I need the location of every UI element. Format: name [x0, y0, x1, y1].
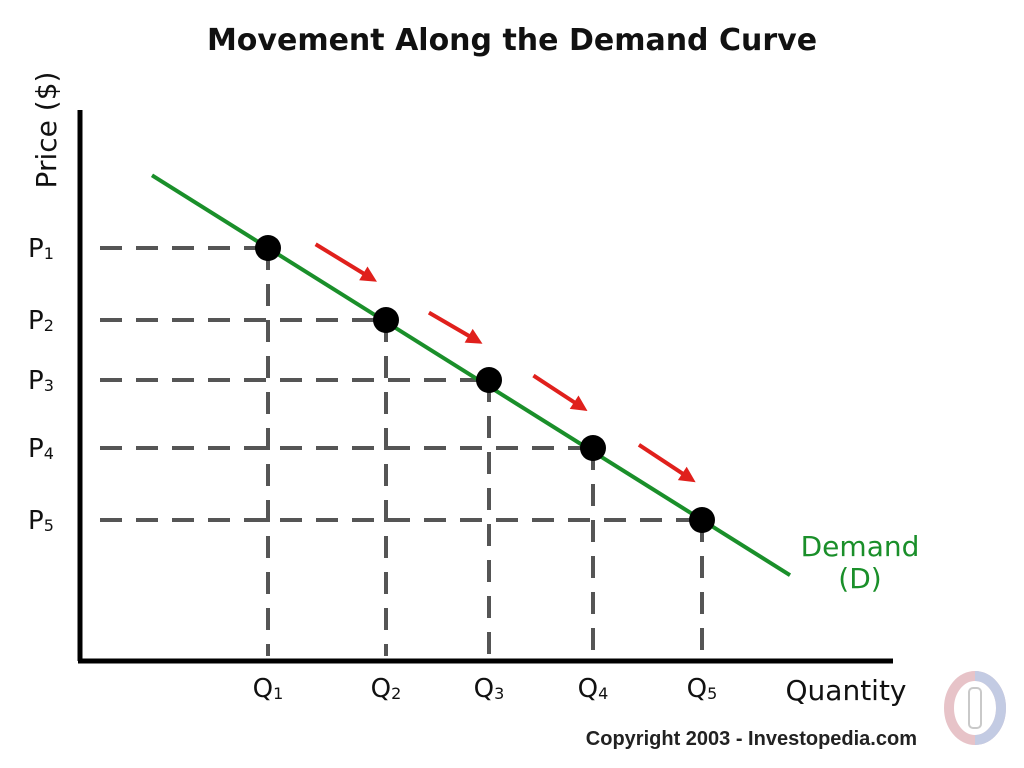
y-tick-label-1: P1	[28, 234, 54, 264]
y-tick-labels: P1 P2 P3 P4 P5	[28, 234, 54, 536]
data-point-3	[476, 367, 502, 393]
movement-arrow-2	[427, 310, 483, 344]
data-point-4	[580, 435, 606, 461]
investopedia-logo-icon	[944, 671, 1006, 745]
y-tick-label-4: P4	[28, 434, 54, 464]
x-tick-label-5: Q5	[687, 674, 718, 704]
data-point-1	[255, 235, 281, 261]
movement-arrows	[314, 242, 696, 483]
y-axis-label: Price ($)	[30, 72, 63, 189]
guide-lines	[100, 246, 704, 656]
data-point-5	[689, 507, 715, 533]
y-tick-label-3: P3	[28, 366, 54, 396]
copyright-text: Copyright 2003 - Investopedia.com	[586, 728, 917, 750]
chart-title: Movement Along the Demand Curve	[207, 23, 817, 58]
data-points	[255, 235, 715, 533]
y-tick-label-2: P2	[28, 306, 54, 336]
x-axis-label: Quantity	[786, 674, 907, 707]
x-tick-label-3: Q3	[474, 674, 505, 704]
demand-curve-label-symbol: (D)	[838, 562, 881, 595]
x-tick-label-1: Q1	[253, 674, 284, 704]
movement-arrow-1	[314, 242, 377, 282]
movement-arrow-4	[637, 443, 696, 483]
x-tick-labels: Q1 Q2 Q3 Q4 Q5	[253, 674, 718, 704]
y-tick-label-5: P5	[28, 506, 54, 536]
demand-curve-label: Demand	[801, 530, 920, 563]
x-tick-label-2: Q2	[371, 674, 402, 704]
data-point-2	[373, 307, 399, 333]
x-tick-label-4: Q4	[578, 674, 609, 704]
movement-arrow-3	[532, 373, 588, 411]
